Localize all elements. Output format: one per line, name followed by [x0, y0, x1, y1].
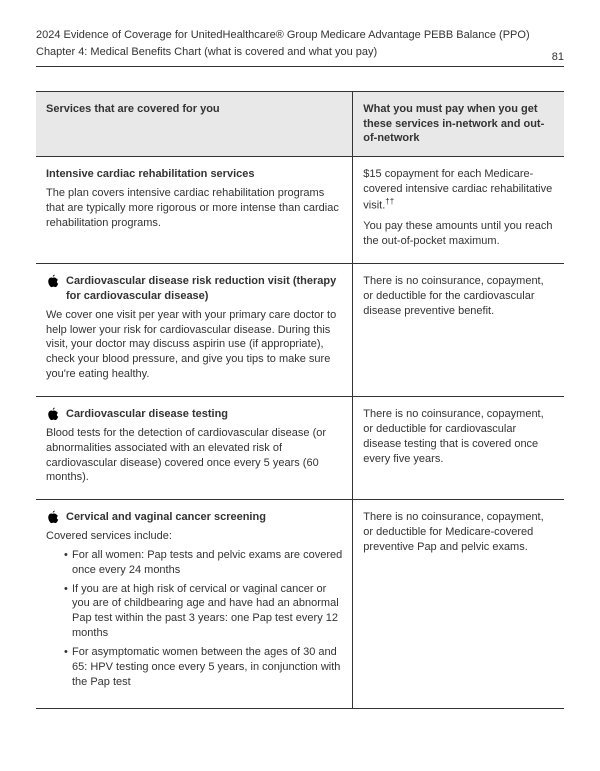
benefits-table: Services that are covered for you What y…	[36, 91, 564, 709]
cost-cell: There is no coinsurance, copayment, or d…	[353, 500, 564, 708]
cost-paragraph: There is no coinsurance, copayment, or d…	[363, 274, 554, 319]
service-cell: Cardiovascular disease testing Blood test…	[36, 397, 353, 500]
service-title-text: Cervical and vaginal cancer screening	[66, 511, 266, 523]
cost-cell: $15 copayment for each Medicare-covered …	[353, 157, 564, 264]
service-cell: Intensive cardiac rehabilitation service…	[36, 157, 353, 264]
list-item: For all women: Pap tests and pelvic exam…	[64, 548, 342, 578]
service-title-text: Cardiovascular disease testing	[66, 408, 228, 420]
table-row: Cervical and vaginal cancer screening Cov…	[36, 500, 564, 708]
service-cell: Cervical and vaginal cancer screening Cov…	[36, 500, 353, 708]
list-item: For asymptomatic women between the ages …	[64, 645, 342, 690]
service-title: Cardiovascular disease testing	[46, 407, 342, 422]
service-title-text: Cardiovascular disease risk reduction vi…	[66, 275, 336, 302]
page-number: 81	[552, 50, 564, 65]
document-title: 2024 Evidence of Coverage for UnitedHeal…	[36, 28, 564, 43]
table-row: Intensive cardiac rehabilitation service…	[36, 157, 564, 264]
service-description: Blood tests for the detection of cardiov…	[46, 426, 342, 485]
table-row: Cardiovascular disease testing Blood test…	[36, 397, 564, 500]
service-description: The plan covers intensive cardiac rehabi…	[46, 186, 342, 231]
header-rule	[36, 66, 564, 67]
page-header: 2024 Evidence of Coverage for UnitedHeal…	[36, 28, 564, 75]
cost-cell: There is no coinsurance, copayment, or d…	[353, 264, 564, 397]
service-cell: Cardiovascular disease risk reduction vi…	[36, 264, 353, 397]
service-bullet-list: For all women: Pap tests and pelvic exam…	[46, 548, 342, 690]
cost-paragraph: You pay these amounts until you reach th…	[363, 219, 554, 249]
cost-paragraph: There is no coinsurance, copayment, or d…	[363, 510, 554, 555]
table-row: Cardiovascular disease risk reduction vi…	[36, 264, 564, 397]
service-title-text: Intensive cardiac rehabilitation service…	[46, 168, 254, 180]
list-item: If you are at high risk of cervical or v…	[64, 582, 342, 641]
cost-cell: There is no coinsurance, copayment, or d…	[353, 397, 564, 500]
service-title: Cardiovascular disease risk reduction vi…	[46, 274, 342, 304]
chapter-title: Chapter 4: Medical Benefits Chart (what …	[36, 45, 564, 60]
cost-paragraph: There is no coinsurance, copayment, or d…	[363, 407, 554, 466]
service-description: We cover one visit per year with your pr…	[46, 308, 342, 382]
service-title: Cervical and vaginal cancer screening	[46, 510, 342, 525]
cost-paragraph: $15 copayment for each Medicare-covered …	[363, 167, 554, 213]
service-intro: Covered services include:	[46, 529, 342, 544]
service-title: Intensive cardiac rehabilitation service…	[46, 167, 342, 182]
col-header-cost: What you must pay when you get these ser…	[353, 91, 564, 157]
col-header-services: Services that are covered for you	[36, 91, 353, 157]
